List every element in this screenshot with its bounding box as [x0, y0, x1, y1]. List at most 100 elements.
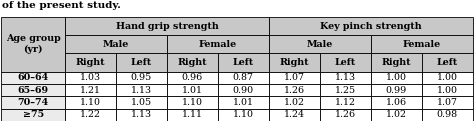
- Bar: [320, 109, 371, 121]
- Bar: [320, 53, 371, 72]
- Text: Hand grip strength: Hand grip strength: [116, 22, 219, 30]
- Text: 1.10: 1.10: [182, 98, 203, 107]
- Text: 60–64: 60–64: [18, 73, 49, 82]
- Text: 1.24: 1.24: [284, 110, 305, 119]
- Bar: [269, 53, 320, 72]
- Bar: [218, 72, 269, 84]
- Bar: [65, 17, 269, 35]
- Bar: [320, 84, 371, 96]
- Bar: [422, 84, 473, 96]
- Text: Age group
(yr): Age group (yr): [6, 34, 61, 54]
- Bar: [116, 109, 167, 121]
- Bar: [65, 72, 116, 84]
- Bar: [167, 84, 218, 96]
- Text: 1.01: 1.01: [182, 86, 203, 95]
- Text: 0.98: 0.98: [437, 110, 458, 119]
- Bar: [422, 96, 473, 109]
- Bar: [269, 35, 371, 53]
- Text: Left: Left: [131, 58, 152, 67]
- Text: 1.11: 1.11: [182, 110, 203, 119]
- Text: 0.90: 0.90: [233, 86, 254, 95]
- Text: 70–74: 70–74: [18, 98, 49, 107]
- Text: 0.87: 0.87: [233, 73, 254, 82]
- Text: 1.12: 1.12: [335, 98, 356, 107]
- Bar: [167, 96, 218, 109]
- Bar: [167, 53, 218, 72]
- Text: 1.07: 1.07: [437, 98, 457, 107]
- Text: 0.99: 0.99: [385, 86, 407, 95]
- Text: 1.26: 1.26: [284, 86, 305, 95]
- Text: Male: Male: [103, 40, 129, 49]
- Bar: [320, 72, 371, 84]
- Bar: [1, 84, 65, 96]
- Text: of the present study.: of the present study.: [2, 1, 121, 10]
- Text: 1.01: 1.01: [233, 98, 254, 107]
- Bar: [65, 53, 116, 72]
- Bar: [371, 84, 422, 96]
- Bar: [218, 96, 269, 109]
- Bar: [167, 35, 269, 53]
- Bar: [1, 96, 65, 109]
- Bar: [1, 109, 65, 121]
- Bar: [65, 109, 116, 121]
- Bar: [116, 84, 167, 96]
- Text: Right: Right: [382, 58, 411, 67]
- Text: 1.00: 1.00: [437, 73, 457, 82]
- Text: Right: Right: [178, 58, 207, 67]
- Bar: [218, 84, 269, 96]
- Text: 0.96: 0.96: [182, 73, 203, 82]
- Text: 1.10: 1.10: [233, 110, 254, 119]
- Bar: [65, 96, 116, 109]
- Text: 1.02: 1.02: [386, 110, 407, 119]
- Bar: [116, 96, 167, 109]
- Text: 1.13: 1.13: [131, 110, 152, 119]
- Bar: [269, 96, 320, 109]
- Text: 1.22: 1.22: [80, 110, 101, 119]
- Bar: [65, 35, 167, 53]
- Bar: [1, 17, 65, 72]
- Bar: [167, 72, 218, 84]
- Bar: [422, 72, 473, 84]
- Text: Right: Right: [76, 58, 105, 67]
- Text: Left: Left: [233, 58, 254, 67]
- Bar: [218, 109, 269, 121]
- Text: Female: Female: [402, 40, 441, 49]
- Text: 65–69: 65–69: [18, 86, 49, 95]
- Bar: [371, 53, 422, 72]
- Bar: [269, 84, 320, 96]
- Text: Male: Male: [307, 40, 333, 49]
- Text: 1.00: 1.00: [386, 73, 407, 82]
- Text: 1.13: 1.13: [131, 86, 152, 95]
- Bar: [65, 84, 116, 96]
- Bar: [269, 72, 320, 84]
- Text: Key pinch strength: Key pinch strength: [320, 22, 421, 30]
- Bar: [422, 53, 473, 72]
- Bar: [1, 72, 65, 84]
- Text: 1.00: 1.00: [437, 86, 457, 95]
- Text: Female: Female: [199, 40, 237, 49]
- Text: 1.26: 1.26: [335, 110, 356, 119]
- Text: 1.07: 1.07: [284, 73, 305, 82]
- Bar: [269, 109, 320, 121]
- Text: 1.05: 1.05: [131, 98, 152, 107]
- Bar: [167, 109, 218, 121]
- Text: 1.21: 1.21: [80, 86, 101, 95]
- Bar: [371, 96, 422, 109]
- Text: 1.06: 1.06: [386, 98, 407, 107]
- Text: ≥75: ≥75: [23, 110, 44, 119]
- Text: Left: Left: [437, 58, 458, 67]
- Bar: [269, 17, 473, 35]
- Bar: [116, 53, 167, 72]
- Bar: [371, 72, 422, 84]
- Bar: [218, 53, 269, 72]
- Text: 0.95: 0.95: [131, 73, 152, 82]
- Bar: [371, 35, 473, 53]
- Text: 1.25: 1.25: [335, 86, 356, 95]
- Text: Right: Right: [280, 58, 309, 67]
- Text: 1.03: 1.03: [80, 73, 101, 82]
- Bar: [116, 72, 167, 84]
- Text: Left: Left: [335, 58, 356, 67]
- Bar: [320, 96, 371, 109]
- Text: 1.10: 1.10: [80, 98, 101, 107]
- Text: 1.13: 1.13: [335, 73, 356, 82]
